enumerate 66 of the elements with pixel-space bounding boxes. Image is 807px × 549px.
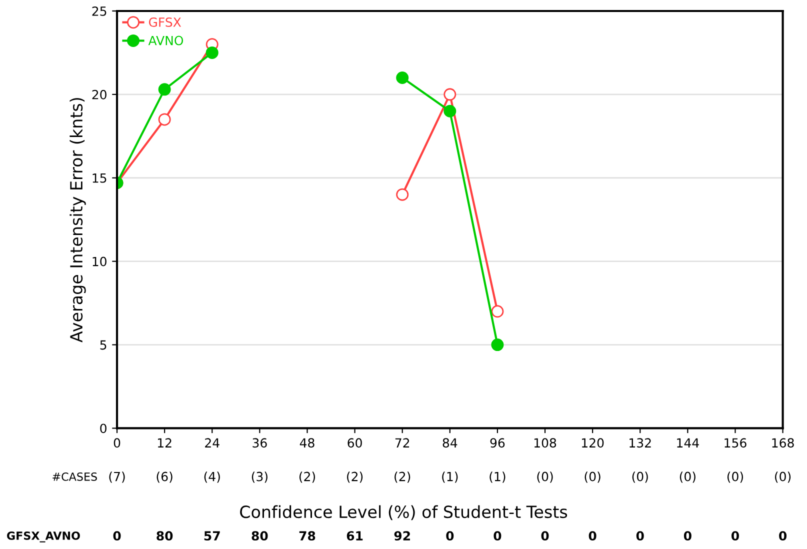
point	[444, 104, 456, 118]
text: 0	[541, 531, 549, 541]
text: 78	[299, 531, 316, 541]
y-tick-label: 5	[100, 340, 106, 350]
text: (1)	[442, 472, 458, 483]
text: (2)	[394, 472, 410, 483]
x-tick-label: 48	[300, 438, 314, 448]
y-tick-label: 10	[92, 256, 106, 266]
text: 0	[446, 531, 454, 541]
point	[491, 305, 504, 318]
x-tick-label: 0	[114, 438, 120, 448]
text: (0)	[680, 472, 696, 483]
point	[158, 83, 171, 96]
point	[158, 113, 171, 126]
x-tick-label: 156	[724, 438, 746, 448]
x-tick-label: 144	[677, 438, 699, 448]
text: (0)	[537, 472, 553, 483]
x-tick-label: 12	[158, 438, 172, 448]
text: 0	[113, 531, 121, 541]
point	[491, 338, 504, 352]
point	[206, 46, 218, 59]
text: 80	[156, 531, 173, 541]
legend-label: GFSX	[148, 17, 182, 27]
text: 0	[636, 531, 644, 541]
point	[396, 188, 409, 201]
x-tick-label: 72	[395, 438, 410, 448]
x-tick-label: 168	[772, 438, 794, 448]
text: #CASES	[52, 472, 97, 481]
text: 61	[346, 531, 363, 541]
legend-label: AVNO	[148, 36, 184, 46]
x-tick-label: 108	[534, 438, 556, 448]
text: (0)	[584, 472, 600, 483]
y-tick-label: 20	[92, 90, 106, 100]
text: 80	[252, 531, 268, 541]
text: (7)	[109, 472, 125, 483]
x-tick-label: 96	[490, 438, 505, 448]
x-tick-label: 24	[205, 438, 220, 448]
text: 57	[204, 531, 220, 541]
point	[444, 88, 456, 101]
text: 92	[394, 531, 410, 541]
x-tick-label: 120	[582, 438, 604, 448]
x-tick-label: 132	[630, 438, 651, 448]
text: (3)	[252, 472, 268, 483]
text: (2)	[347, 472, 363, 483]
y-tick-label: 25	[92, 6, 106, 16]
text: (2)	[299, 472, 316, 483]
y-tick-label: 15	[92, 174, 106, 183]
y-tick-label: 0	[100, 424, 106, 434]
text: 0	[588, 531, 596, 541]
x-tick-label: 60	[348, 438, 362, 448]
text: (0)	[727, 472, 744, 483]
point	[396, 71, 409, 84]
x-tick-label: 84	[442, 438, 458, 448]
text: (0)	[775, 472, 791, 483]
text: 0	[684, 531, 692, 541]
text: 0	[779, 531, 787, 541]
text: (4)	[204, 472, 220, 483]
text: (6)	[156, 472, 172, 483]
text: Confidence Level (%) of Student-t Tests	[240, 505, 568, 520]
text: 0	[494, 531, 502, 541]
y-axis-title: Average Intensity Error (knts)	[70, 98, 86, 342]
text: (1)	[490, 472, 506, 483]
text: 0	[731, 531, 739, 541]
text: GFSX_AVNO	[7, 531, 80, 542]
x-tick-label: 36	[252, 438, 267, 448]
text: (0)	[632, 472, 648, 483]
